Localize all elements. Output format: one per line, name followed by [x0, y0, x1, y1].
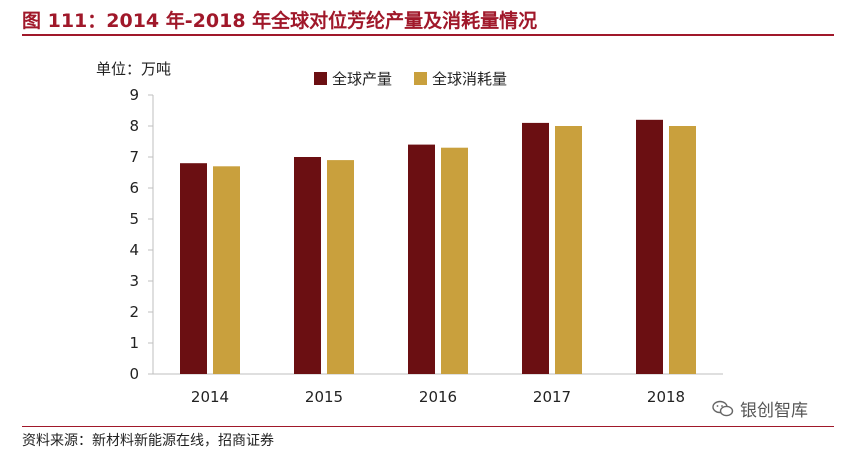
legend-swatch-consumption [414, 72, 428, 85]
bar-production-2017 [522, 122, 549, 375]
x-tick-label: 2017 [533, 388, 571, 406]
chart-legend: 全球产量 全球消耗量 [314, 68, 529, 89]
bar-consumption-2014 [213, 166, 240, 374]
bar-consumption-2015 [327, 160, 354, 374]
y-tick-label: 3 [129, 272, 139, 290]
y-tick-label: 2 [129, 303, 139, 321]
title-divider [22, 34, 834, 36]
legend-label-production: 全球产量 [332, 70, 393, 88]
watermark: 银创智库 [712, 396, 808, 421]
legend-item-production: 全球产量 [314, 68, 392, 89]
bar-production-2018 [636, 119, 663, 374]
source-divider [22, 426, 834, 427]
x-tick-label: 2015 [305, 388, 343, 406]
bar-production-2015 [294, 157, 321, 374]
legend-label-consumption: 全球消耗量 [432, 70, 508, 88]
y-tick-label: 1 [129, 334, 139, 352]
source-note: 资料来源：新材料新能源在线，招商证券 [22, 433, 274, 449]
y-tick-label: 7 [129, 148, 139, 166]
y-tick-label: 9 [129, 86, 139, 104]
wechat-icon [712, 400, 734, 416]
bar-production-2014 [180, 163, 207, 374]
y-tick-label: 4 [129, 241, 139, 259]
legend-item-consumption: 全球消耗量 [414, 68, 507, 89]
bar-consumption-2017 [555, 126, 582, 374]
y-tick-label: 6 [129, 179, 139, 197]
watermark-text: 银创智库 [740, 401, 808, 421]
x-tick-label: 2016 [419, 388, 457, 406]
x-tick-label: 2014 [191, 388, 229, 406]
bar-consumption-2018 [669, 126, 696, 374]
bar-production-2016 [408, 144, 435, 374]
bar-consumption-2016 [441, 147, 468, 374]
y-tick-label: 8 [129, 117, 139, 135]
legend-swatch-production [314, 72, 327, 85]
figure-title: 图 111：2014 年-2018 年全球对位芳纶产量及消耗量情况 [22, 10, 538, 32]
x-tick-label: 2018 [647, 388, 685, 406]
unit-label: 单位：万吨 [96, 60, 172, 78]
y-tick-label: 0 [129, 365, 139, 383]
y-tick-label: 5 [129, 210, 139, 228]
